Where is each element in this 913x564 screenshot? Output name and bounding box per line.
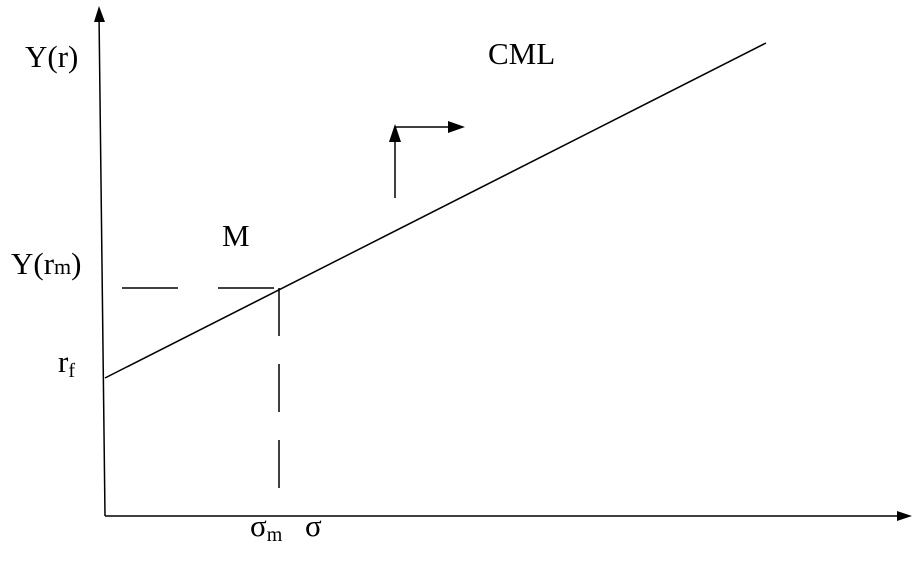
y-rm-prefix: Y(r bbox=[11, 246, 55, 281]
capital-market-line bbox=[104, 42, 767, 379]
y-axis-arrowhead bbox=[94, 6, 105, 22]
y-rm-suffix: ) bbox=[71, 246, 82, 281]
y-axis bbox=[98, 13, 106, 517]
sigma-m-label: σm bbox=[250, 508, 282, 545]
y-rm-label: Y(rm) bbox=[11, 248, 82, 279]
market-portfolio-label: M bbox=[222, 218, 250, 253]
sigma-axis-label: σ bbox=[305, 508, 322, 543]
rf-subscript: f bbox=[68, 360, 75, 382]
y-axis-label-text: Y(r) bbox=[25, 39, 79, 74]
x-axis-arrowhead bbox=[897, 511, 912, 521]
sigma-m-base: σ bbox=[250, 508, 267, 543]
risk-free-rate-label: rf bbox=[58, 344, 75, 381]
shift-arrow-up-head bbox=[389, 124, 401, 142]
cml-label: CML bbox=[488, 36, 556, 71]
shift-arrow-right-head bbox=[448, 121, 465, 133]
y-rm-subscript: m bbox=[54, 254, 72, 279]
rf-base: r bbox=[58, 344, 69, 379]
y-axis-label: Y(r) bbox=[25, 41, 78, 72]
sigma-m-subscript: m bbox=[266, 524, 283, 546]
